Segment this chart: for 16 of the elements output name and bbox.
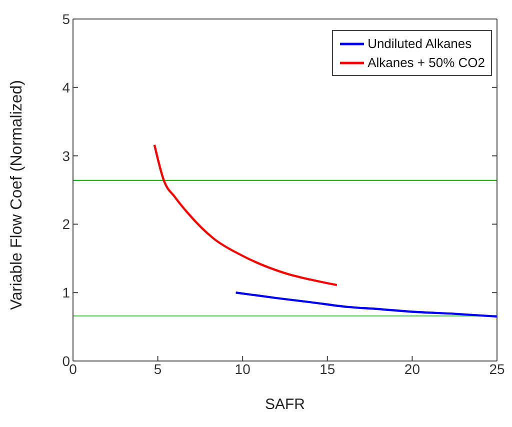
- x-tick-label: 15: [320, 360, 336, 377]
- x-tick-label: 25: [489, 360, 505, 377]
- y-tick-label: 3: [62, 148, 70, 164]
- x-tick-label: 20: [404, 360, 420, 377]
- y-axis-title: Variable Flow Coef (Normalized): [8, 80, 26, 310]
- line-series: [153, 144, 338, 286]
- x-axis-title: SAFR: [264, 396, 306, 413]
- x-tick-label: 5: [154, 360, 162, 377]
- legend-label: Undiluted Alkanes: [368, 35, 472, 53]
- y-tick-label: 1: [62, 284, 70, 301]
- y-tick-label: 4: [62, 79, 70, 96]
- y-tick-label: 5: [62, 10, 70, 27]
- y-tick-label: 2: [62, 216, 70, 232]
- line-series: [234, 292, 497, 318]
- x-tick-label: 10: [234, 360, 251, 377]
- legend-label: Alkanes + 50% CO2: [368, 54, 485, 72]
